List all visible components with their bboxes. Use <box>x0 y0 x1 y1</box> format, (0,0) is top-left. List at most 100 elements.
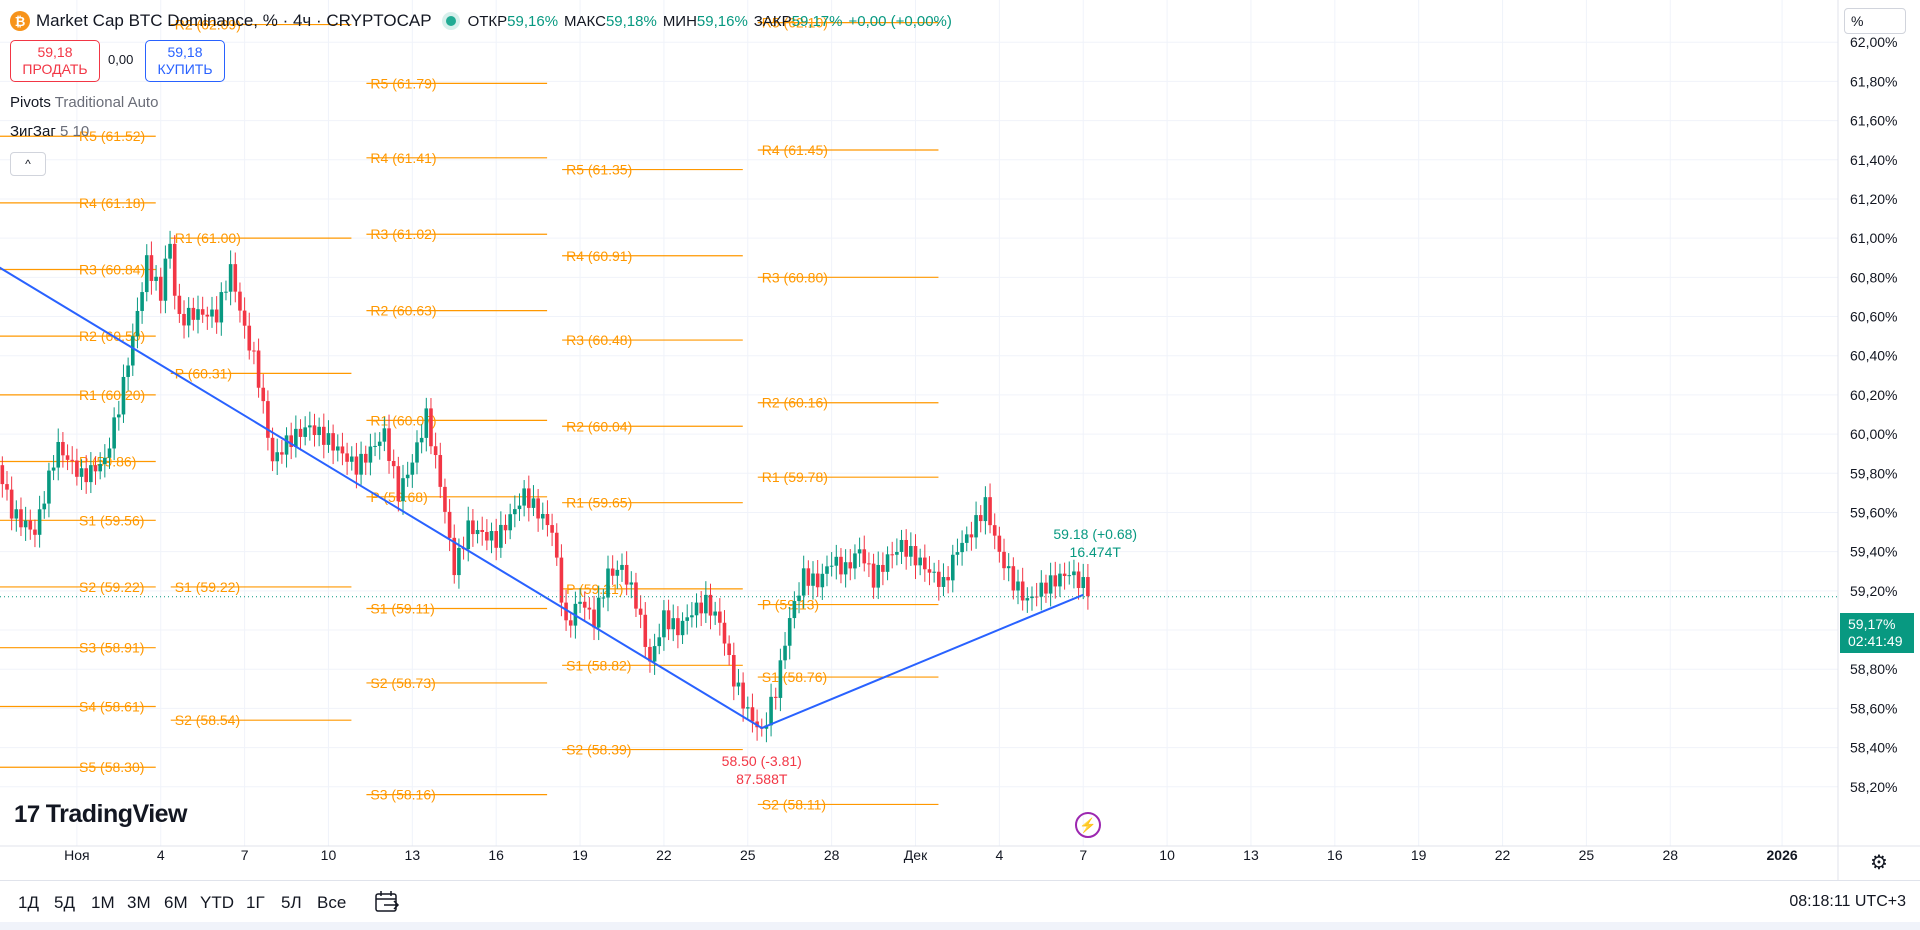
candle-body <box>172 243 177 296</box>
candle-body <box>1062 573 1067 577</box>
ohlc-high-value: 59,18% <box>605 12 657 30</box>
candle-body <box>992 525 997 536</box>
y-tick-label: 61,00% <box>1850 230 1897 246</box>
pivot-level-label: S3 (58.16) <box>370 787 435 803</box>
timeframe-ytd[interactable]: YTD <box>200 893 234 912</box>
candle-body <box>638 608 643 615</box>
candle-body <box>513 509 517 515</box>
buy-button[interactable]: 59,18 КУПИТЬ <box>145 40 225 82</box>
candle-body <box>93 465 98 472</box>
timeframe-1y[interactable]: 1Г <box>246 893 265 912</box>
timeframe-3m[interactable]: 3М <box>127 893 151 912</box>
candle-body <box>447 511 452 538</box>
gear-icon[interactable]: ⚙ <box>1870 852 1888 874</box>
candle-body <box>256 350 261 388</box>
candle-body <box>438 455 443 487</box>
candle-body <box>704 594 708 614</box>
x-tick-label: 7 <box>241 847 249 863</box>
candle-body <box>107 448 112 458</box>
candle-body <box>890 554 895 556</box>
sell-button[interactable]: 59,18 ПРОДАТЬ <box>10 40 100 82</box>
candle-body <box>620 564 624 570</box>
candle-body <box>494 531 498 548</box>
candle-body <box>5 484 9 490</box>
candle-body <box>909 546 913 557</box>
candle-body <box>275 452 280 462</box>
candle-body <box>988 497 992 526</box>
candle-body <box>56 441 61 468</box>
candle-body <box>615 569 620 576</box>
candle-body <box>14 509 19 519</box>
price-chart[interactable]: 62,00% 61,80% 61,60% 61,40% 61,20% 61,00% 60,8… <box>0 0 1920 880</box>
x-tick-label: 25 <box>1579 847 1595 863</box>
tradingview-logo[interactable]: 17 TradingView <box>14 800 188 829</box>
candle-body <box>582 601 587 608</box>
x-tick-label: 7 <box>1079 847 1087 863</box>
sell-price: 59,18 <box>37 44 73 60</box>
timeframe-5d[interactable]: 5Д <box>54 893 75 912</box>
candle-body <box>84 468 88 483</box>
candle-body <box>177 295 182 314</box>
candle-body <box>340 446 345 454</box>
utc-clock[interactable]: 08:18:11 UTC+3 <box>1789 893 1906 910</box>
pivot-level-label: R1 (59.65) <box>566 495 632 511</box>
timeframe-all[interactable]: Все <box>317 893 347 912</box>
indicator-zigzag[interactable]: ЗигЗаг 5 10 <box>10 123 89 140</box>
candle-body <box>443 486 447 512</box>
collapse-indicators-button[interactable]: ^ <box>10 152 46 176</box>
candle-body <box>368 446 373 463</box>
candle-body <box>485 531 489 541</box>
candle-body <box>778 660 783 698</box>
candle-body <box>75 460 79 477</box>
calendar-icon[interactable] <box>374 890 400 914</box>
candle-body <box>308 425 312 428</box>
timeframe-1m[interactable]: 1М <box>91 893 115 912</box>
timeframe-6m[interactable]: 6М <box>164 893 188 912</box>
candle-body <box>806 568 811 586</box>
ohlc-close-value: 59,17% <box>791 12 843 30</box>
candle-body <box>9 489 14 519</box>
pivot-level-label: S1 (59.22) <box>175 579 240 595</box>
candle-body <box>42 503 47 510</box>
candle-body <box>480 529 485 532</box>
candle-body <box>317 426 321 436</box>
pivot-level-label: S1 (59.56) <box>79 512 144 528</box>
candle-body <box>694 602 699 616</box>
candle-body <box>666 610 671 630</box>
candle-body <box>415 442 419 463</box>
candle-body <box>680 620 685 636</box>
pivot-level-label: S2 (58.54) <box>175 712 240 728</box>
timeframe-1d[interactable]: 1Д <box>18 893 39 912</box>
candle-body <box>228 264 233 292</box>
y-tick-label: 61,20% <box>1850 191 1897 207</box>
candle-body <box>252 350 256 352</box>
candle-body <box>918 557 922 566</box>
candle-body <box>70 459 75 461</box>
candle-body <box>391 460 396 467</box>
pivot-level-label: P (59.13) <box>762 597 819 613</box>
candle-body <box>787 618 792 646</box>
y-tick-label: 59,60% <box>1850 504 1897 520</box>
indicator-pivots[interactable]: Pivots Traditional Auto <box>10 94 158 111</box>
pivot-level-label: S3 (58.91) <box>79 640 144 656</box>
pivot-level-label: S1 (58.76) <box>762 669 827 685</box>
bottom-strip <box>0 922 1920 930</box>
candle-body <box>149 255 154 281</box>
candle-body <box>401 478 405 502</box>
candle-body <box>140 292 144 311</box>
price-scale-unit-selector[interactable]: % <box>1844 8 1906 34</box>
candle-body <box>685 617 690 621</box>
symbol-title[interactable]: Market Cap BTC Dominance, % · 4ч · CRYPT… <box>36 11 432 30</box>
pivot-level-label: R1 (59.78) <box>762 469 828 485</box>
timeframe-5y[interactable]: 5Л <box>281 893 302 912</box>
candle-body <box>466 520 471 550</box>
zigzag-volume-label: 87.588T <box>736 771 788 787</box>
candle-body <box>503 524 508 531</box>
candle-body <box>657 637 662 647</box>
lightning-icon[interactable]: ⚡ <box>1075 812 1101 838</box>
candle-body <box>61 441 65 456</box>
pivot-level-label: R1 (61.00) <box>175 230 241 246</box>
candle-body <box>736 682 741 687</box>
candle-body <box>335 446 340 451</box>
ohlc-low-value: 59,16% <box>696 12 748 30</box>
